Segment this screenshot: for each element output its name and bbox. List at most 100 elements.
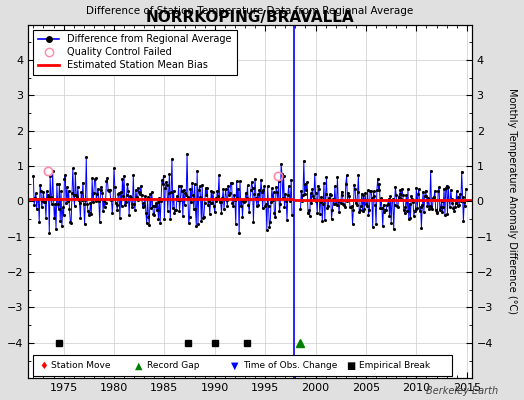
Point — [113, 207, 122, 214]
Point — [346, 204, 354, 210]
Point — [353, 202, 361, 208]
Point — [441, 212, 449, 219]
Point — [249, 219, 258, 226]
Point — [274, 196, 282, 202]
Point — [205, 211, 214, 217]
Point — [220, 205, 228, 212]
Point — [158, 177, 166, 184]
Point — [409, 199, 417, 206]
Point — [193, 168, 201, 174]
Point — [300, 190, 309, 197]
Point — [287, 177, 296, 183]
Point — [280, 204, 289, 210]
Text: ▲: ▲ — [135, 361, 143, 371]
Point — [321, 217, 329, 224]
Point — [275, 208, 283, 214]
Point — [323, 205, 332, 211]
Point — [155, 195, 163, 202]
Point — [457, 198, 465, 204]
Point — [226, 180, 235, 186]
Point — [201, 185, 210, 191]
Point — [112, 202, 121, 208]
Point — [176, 208, 184, 214]
Point — [129, 172, 137, 178]
Point — [206, 200, 215, 206]
Point — [311, 190, 320, 196]
Point — [398, 186, 406, 192]
Point — [348, 221, 357, 227]
Point — [389, 196, 397, 202]
Point — [316, 199, 325, 205]
Point — [442, 182, 451, 189]
Point — [138, 204, 147, 210]
Point — [106, 196, 115, 202]
Point — [253, 202, 261, 209]
Point — [353, 189, 362, 196]
Point — [141, 192, 149, 199]
Point — [401, 204, 410, 210]
Text: ♦: ♦ — [39, 361, 48, 371]
Point — [352, 200, 360, 206]
Point — [365, 207, 374, 213]
Point — [81, 197, 90, 203]
Point — [36, 182, 44, 188]
Point — [457, 168, 466, 175]
Point — [184, 220, 193, 227]
Point — [376, 205, 385, 212]
Point — [361, 190, 369, 197]
Point — [378, 223, 387, 230]
Point — [103, 175, 112, 181]
Point — [54, 205, 63, 212]
Point — [273, 189, 281, 195]
Point — [173, 193, 181, 199]
Point — [169, 205, 177, 211]
Point — [325, 194, 333, 201]
Point — [49, 196, 58, 202]
Point — [283, 217, 291, 223]
Point — [75, 200, 84, 206]
Point — [59, 204, 67, 211]
Point — [440, 186, 448, 192]
Point — [247, 187, 255, 193]
Point — [161, 185, 169, 192]
Point — [434, 188, 442, 194]
Point — [322, 174, 331, 180]
Point — [345, 193, 353, 199]
Point — [371, 201, 379, 208]
Text: Station Move: Station Move — [51, 361, 111, 370]
Point — [233, 195, 242, 202]
Point — [177, 182, 185, 189]
Point — [419, 188, 427, 195]
Point — [83, 200, 91, 207]
Point — [56, 218, 64, 224]
Point — [82, 154, 91, 160]
Point — [264, 183, 272, 190]
Point — [207, 188, 215, 194]
Point — [450, 208, 458, 214]
Point — [315, 185, 323, 192]
Point — [230, 192, 238, 198]
Point — [199, 215, 207, 221]
Point — [163, 182, 171, 189]
Point — [368, 194, 376, 201]
Point — [320, 180, 328, 186]
Point — [42, 215, 50, 221]
Point — [148, 189, 156, 195]
Point — [300, 158, 308, 164]
Point — [259, 187, 268, 194]
Point — [133, 194, 141, 200]
Point — [86, 200, 95, 206]
Point — [91, 176, 99, 182]
Point — [116, 189, 125, 195]
Point — [370, 193, 378, 199]
Point — [324, 203, 332, 209]
Point — [195, 183, 204, 189]
Point — [425, 206, 433, 212]
Point — [277, 161, 286, 167]
Point — [275, 178, 283, 184]
Point — [325, 191, 334, 197]
Point — [416, 208, 424, 214]
Point — [312, 198, 321, 204]
Point — [43, 194, 52, 200]
Point — [417, 204, 425, 210]
